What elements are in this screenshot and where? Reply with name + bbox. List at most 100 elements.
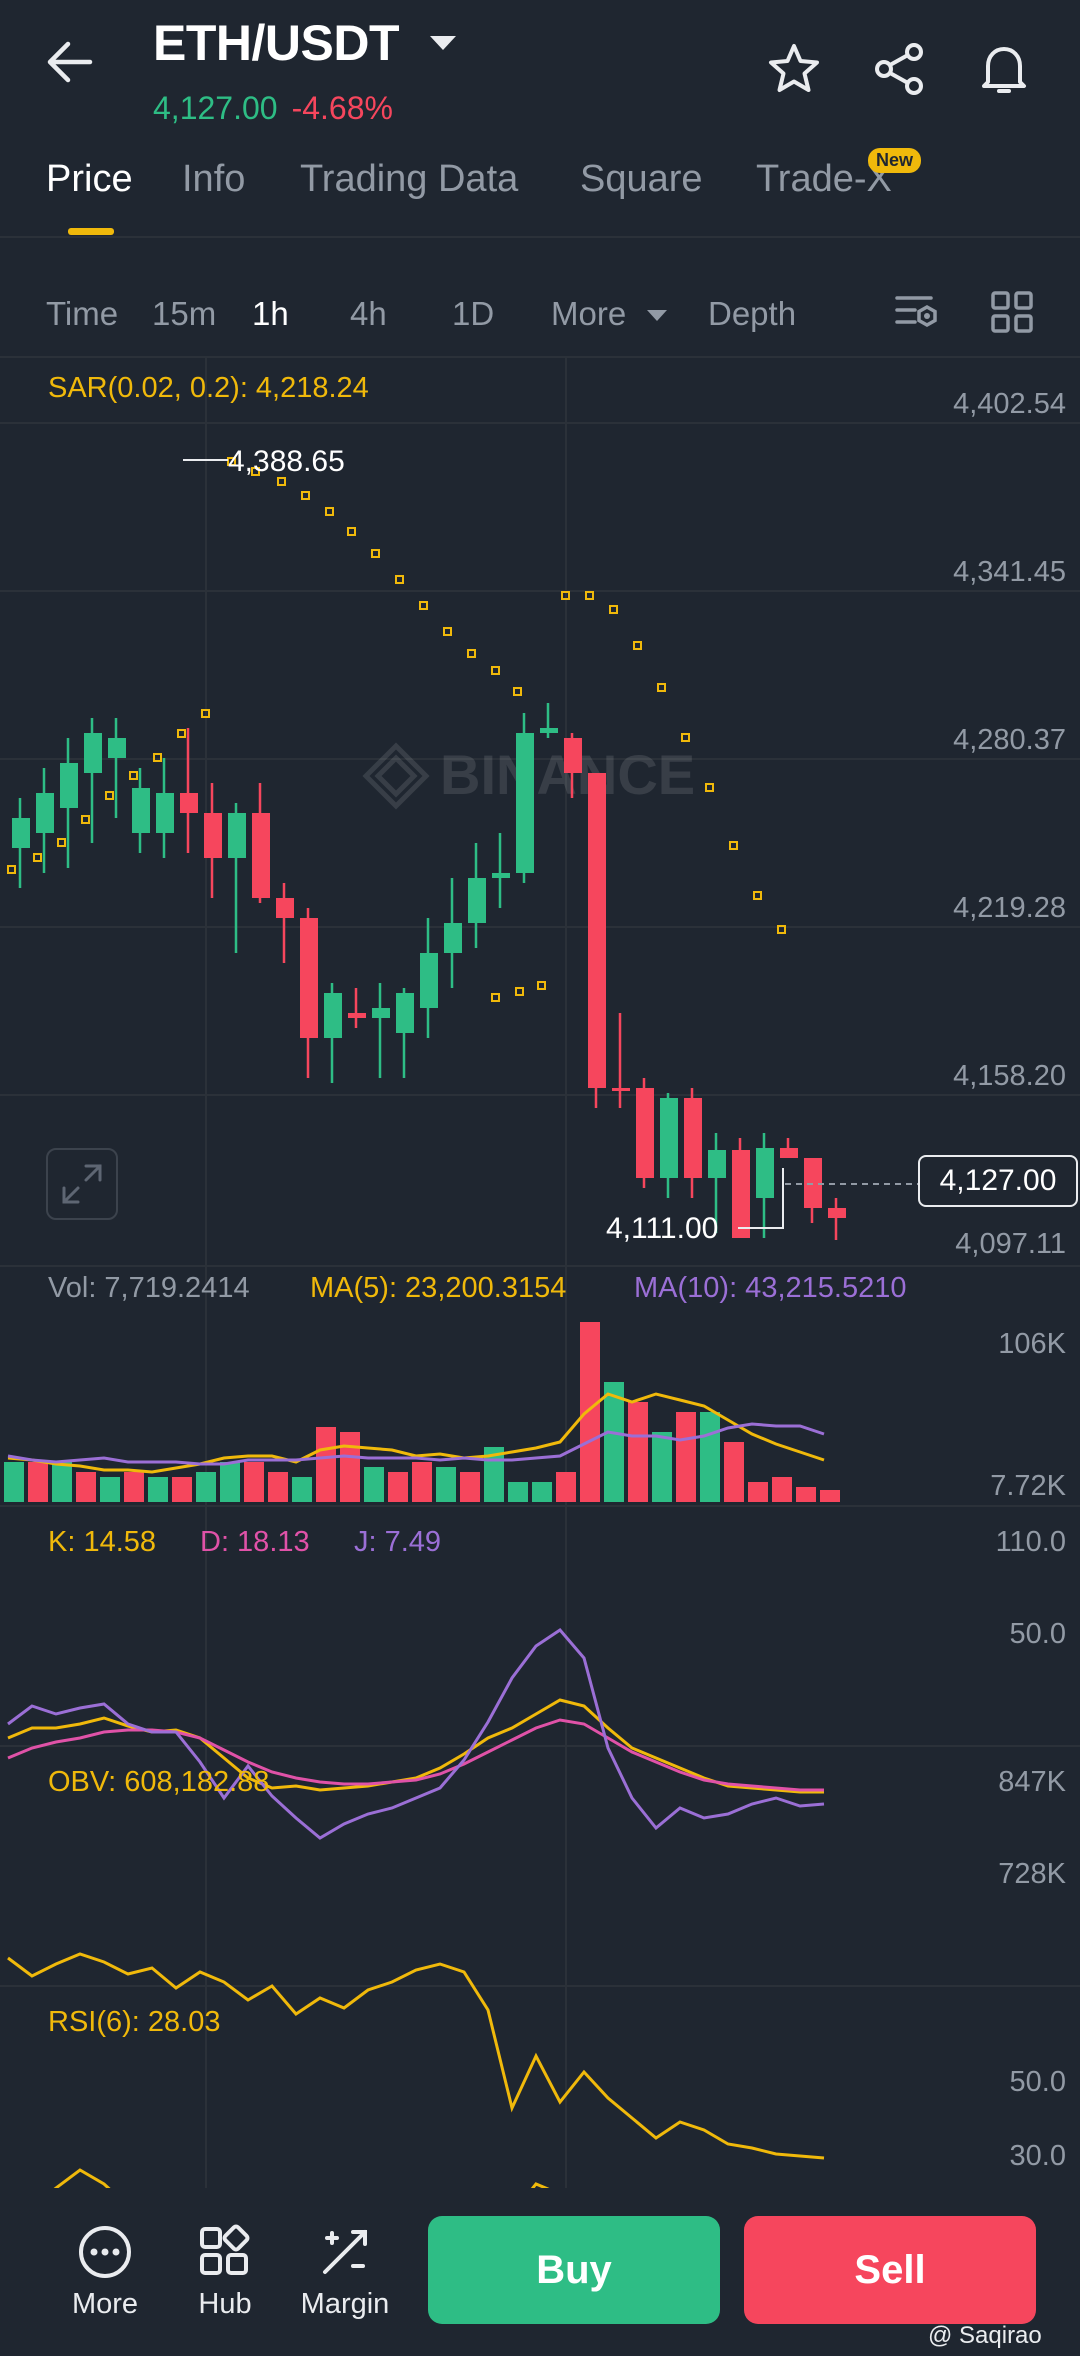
sar-dot <box>585 591 594 600</box>
sar-dot <box>491 993 500 1002</box>
candle-body <box>348 1013 366 1018</box>
tab-price[interactable]: Price <box>46 158 133 200</box>
expand-chart-button[interactable] <box>46 1148 118 1220</box>
sar-dot <box>681 733 690 742</box>
star-icon[interactable] <box>766 42 822 101</box>
last-price: 4,127.00 <box>153 90 278 126</box>
sar-dot <box>7 865 16 874</box>
sar-dot <box>277 477 286 486</box>
bell-icon[interactable] <box>976 42 1032 101</box>
sar-dot <box>419 601 428 610</box>
timeframe-depth[interactable]: Depth <box>708 295 797 332</box>
kdj-axis-mid: 50.0 <box>1009 1618 1066 1650</box>
kdj-j-label: J: 7.49 <box>354 1526 442 1558</box>
candle-body <box>108 738 126 758</box>
share-icon[interactable] <box>872 42 928 101</box>
back-arrow-icon[interactable] <box>44 40 94 89</box>
indicator-settings-icon[interactable] <box>893 290 941 339</box>
sar-dot <box>105 791 114 800</box>
sar-dot <box>467 649 476 658</box>
volume-bar <box>388 1472 408 1502</box>
sar-dot <box>251 467 260 476</box>
low-price-label: 4,111.00 <box>606 1212 719 1245</box>
sar-dot <box>537 981 546 990</box>
timeframe-4h[interactable]: 4h <box>350 295 387 332</box>
rsi-axis-top: 50.0 <box>1009 2066 1066 2098</box>
volume-bars <box>4 1322 840 1502</box>
current-price-tag: 4,127.00 <box>918 1155 1078 1207</box>
rsi-line <box>53 2168 550 2188</box>
candle-body <box>396 993 414 1033</box>
candle-body <box>468 878 486 923</box>
timeframe-15m[interactable]: 15m <box>152 295 217 332</box>
volume-bar <box>508 1482 528 1502</box>
volume-bar <box>4 1462 24 1502</box>
tab-info[interactable]: Info <box>182 158 246 200</box>
sar-dot <box>81 815 90 824</box>
candle-body <box>12 818 30 848</box>
hub-button[interactable]: Hub <box>170 2220 280 2321</box>
sar-dot <box>153 753 162 762</box>
candle-body <box>492 873 510 878</box>
sar-dot <box>443 627 452 636</box>
sar-dot <box>753 891 762 900</box>
volume-label: Vol: 7,719.2414 <box>48 1272 250 1304</box>
candle-body <box>708 1150 726 1178</box>
candle-body <box>300 918 318 1038</box>
bottom-action-bar: More Hub Margin Buy Sell <box>0 2190 1080 2356</box>
candle-body <box>612 1088 630 1091</box>
price-axis-4: 4,219.28 <box>953 892 1066 924</box>
sar-dot <box>491 666 500 675</box>
volume-bar <box>532 1482 552 1502</box>
more-button[interactable]: More <box>50 2220 160 2321</box>
ma5-line <box>7 1392 825 1474</box>
candle-body <box>660 1098 678 1178</box>
price-summary: 4,127.00 -4.68% <box>153 90 393 127</box>
timeframe-more[interactable]: More <box>551 295 627 332</box>
obv-axis-top: 847K <box>998 1766 1066 1798</box>
candle-body <box>588 773 606 1088</box>
candle-body <box>420 953 438 1008</box>
volume-bar <box>580 1322 600 1502</box>
rsi-label: RSI(6): 28.03 <box>48 2006 221 2038</box>
tab-trading-data[interactable]: Trading Data <box>300 158 519 200</box>
obv-label: OBV: 608,182.88 <box>48 1766 270 1798</box>
sar-dot <box>371 549 380 558</box>
volume-bar <box>76 1472 96 1502</box>
more-dropdown-icon[interactable] <box>647 310 667 321</box>
candle-body <box>324 993 342 1038</box>
sar-dot <box>33 853 42 862</box>
timeframe-time[interactable]: Time <box>46 295 119 332</box>
obv-line <box>7 1952 825 2160</box>
volume-bar <box>820 1490 840 1502</box>
price-axis-6: 4,097.11 <box>955 1228 1066 1260</box>
buy-button[interactable]: Buy <box>428 2216 720 2324</box>
candle-body <box>372 1008 390 1018</box>
sar-dot <box>227 457 236 466</box>
timeframe-1d[interactable]: 1D <box>452 295 495 332</box>
expand-icon <box>62 1164 102 1204</box>
volume-axis-bottom: 7.72K <box>990 1470 1066 1502</box>
sar-dots <box>7 457 786 1002</box>
volume-bar <box>676 1412 696 1502</box>
ma10-line <box>7 1422 825 1466</box>
candle-body <box>444 923 462 953</box>
low-marker-line <box>738 1168 784 1229</box>
candle-body <box>132 788 150 833</box>
volume-bar <box>604 1382 624 1502</box>
sar-label: SAR(0.02, 0.2): 4,218.24 <box>48 372 369 404</box>
tab-square[interactable]: Square <box>580 158 703 200</box>
sell-button[interactable]: Sell <box>744 2216 1036 2324</box>
pair-dropdown-icon[interactable] <box>430 36 456 50</box>
volume-bar <box>436 1467 456 1502</box>
sar-dot <box>395 575 404 584</box>
timeframe-1h[interactable]: 1h <box>252 295 289 332</box>
pair-title[interactable]: ETH/USDT <box>153 15 400 71</box>
volume-bar <box>220 1462 240 1502</box>
candlestick-chart[interactable]: BINANCE <box>0 358 1080 2188</box>
price-change: -4.68% <box>291 90 393 126</box>
margin-button[interactable]: Margin <box>290 2220 400 2321</box>
sar-dot <box>57 838 66 847</box>
candle-body <box>84 733 102 773</box>
layout-grid-icon[interactable] <box>990 290 1034 339</box>
